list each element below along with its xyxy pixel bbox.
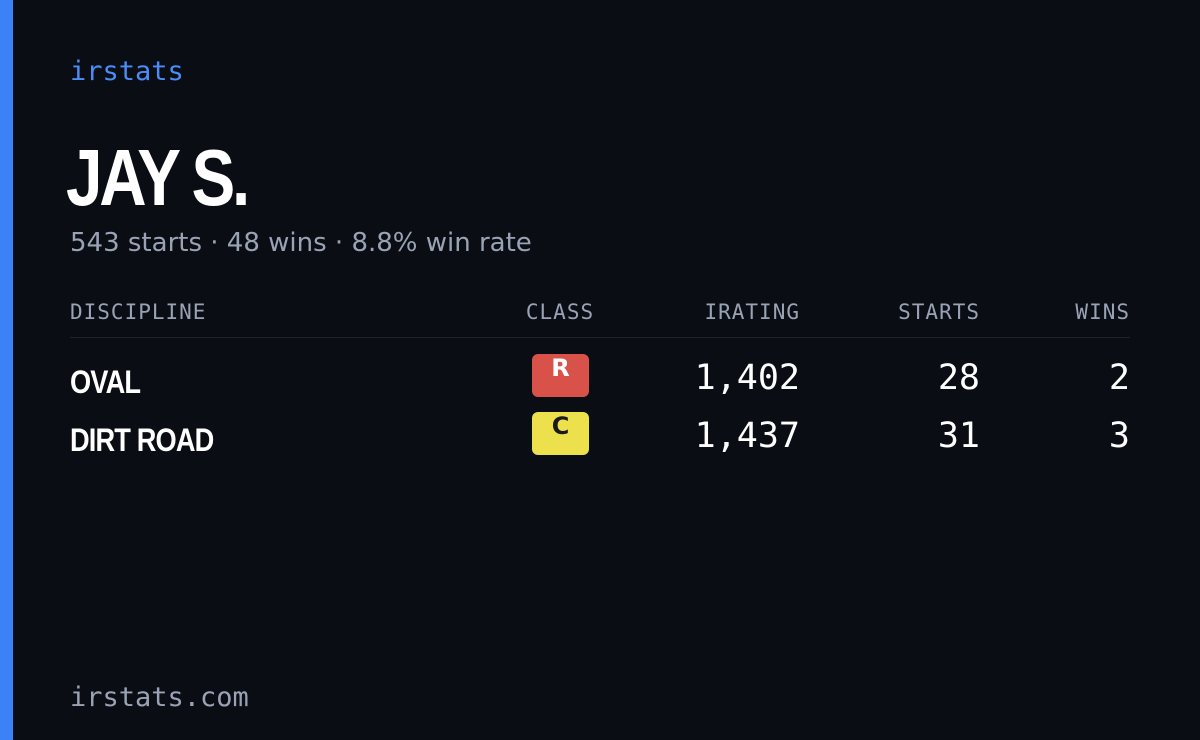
discipline: OVAL xyxy=(70,364,141,400)
column-header: IRATING xyxy=(704,300,800,324)
column-header: CLASS xyxy=(525,300,595,324)
accent-bar xyxy=(0,0,13,740)
driver-name: JAY S. xyxy=(66,133,250,222)
column-header: WINS xyxy=(1075,300,1130,324)
starts: 28 xyxy=(937,358,980,398)
wins: 3 xyxy=(1108,416,1130,456)
starts: 31 xyxy=(937,416,980,456)
footer: irstats.com xyxy=(70,682,249,713)
wins: 2 xyxy=(1108,358,1130,398)
brand: irstats xyxy=(70,56,184,87)
column-header: DISCIPLINE xyxy=(70,300,207,324)
irating: 1,437 xyxy=(694,416,800,456)
discipline: DIRT ROAD xyxy=(70,422,214,458)
class-badge: R xyxy=(532,354,589,397)
irating: 1,402 xyxy=(694,358,800,398)
class-badge: C xyxy=(532,412,589,455)
header-rule xyxy=(70,337,1130,338)
driver-summary: 543 starts · 48 wins · 8.8% win rate xyxy=(70,228,532,258)
column-header: STARTS xyxy=(898,300,980,324)
